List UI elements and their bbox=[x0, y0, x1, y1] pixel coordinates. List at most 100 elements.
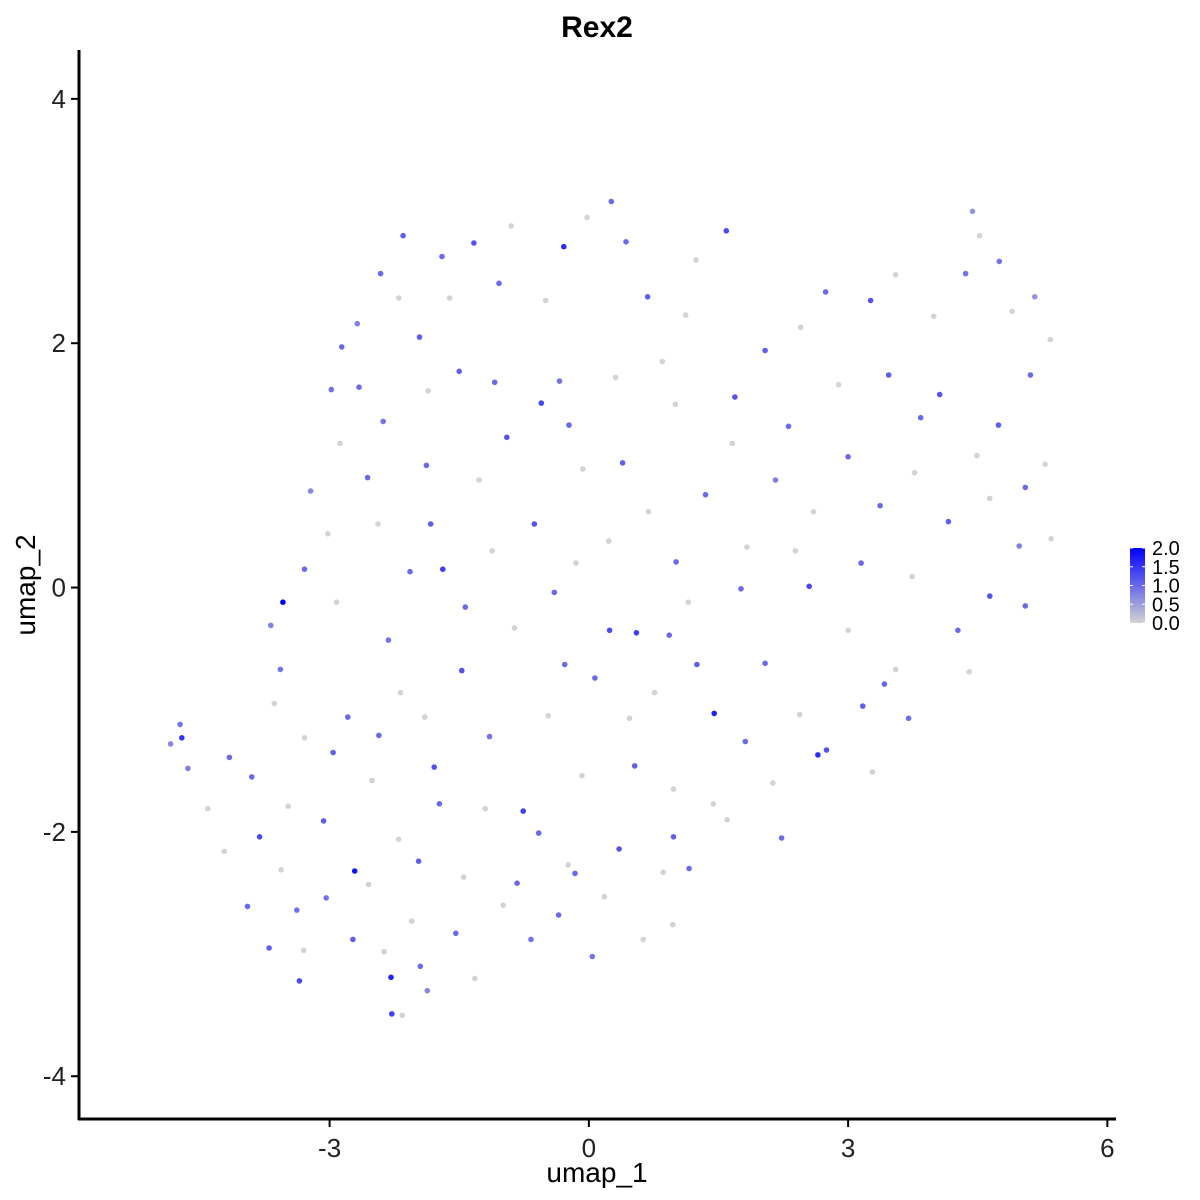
data-point bbox=[427, 521, 434, 527]
data-point bbox=[337, 440, 343, 447]
y-tick-label: 4 bbox=[52, 84, 66, 114]
legend-label: 1.5 bbox=[1152, 557, 1180, 579]
data-point bbox=[592, 675, 598, 681]
data-point bbox=[333, 599, 340, 605]
data-point bbox=[1016, 543, 1022, 549]
data-point bbox=[535, 830, 542, 836]
color-bar bbox=[1130, 548, 1145, 623]
data-point bbox=[446, 295, 453, 301]
data-point bbox=[580, 466, 586, 472]
data-point bbox=[555, 912, 562, 918]
data-point bbox=[375, 521, 381, 527]
data-point bbox=[330, 749, 336, 756]
data-point bbox=[796, 711, 803, 718]
data-point bbox=[823, 747, 830, 753]
data-point bbox=[996, 258, 1003, 265]
data-point bbox=[528, 936, 534, 943]
data-point bbox=[616, 846, 622, 852]
data-point bbox=[905, 715, 912, 722]
data-point bbox=[579, 772, 585, 779]
data-point bbox=[729, 440, 736, 447]
data-point bbox=[389, 1011, 395, 1017]
x-tick-label: 3 bbox=[841, 1133, 855, 1163]
data-point bbox=[892, 666, 899, 673]
data-point bbox=[551, 589, 558, 596]
data-point bbox=[987, 495, 993, 502]
scatter-points bbox=[167, 198, 1054, 1018]
data-point bbox=[440, 566, 446, 572]
data-point bbox=[572, 870, 578, 877]
data-point bbox=[397, 689, 404, 696]
data-point bbox=[431, 764, 438, 770]
data-point bbox=[976, 232, 983, 239]
y-tick-label: 2 bbox=[52, 328, 66, 358]
data-point bbox=[1027, 372, 1034, 378]
data-point bbox=[460, 874, 467, 880]
data-point bbox=[732, 394, 738, 400]
data-point bbox=[612, 374, 619, 381]
data-point bbox=[538, 400, 545, 406]
data-point bbox=[177, 721, 183, 728]
data-point bbox=[491, 379, 498, 386]
data-point bbox=[476, 477, 482, 483]
data-point bbox=[584, 214, 590, 221]
data-point bbox=[974, 452, 980, 459]
data-point bbox=[421, 714, 428, 720]
data-point bbox=[325, 531, 331, 537]
data-point bbox=[1022, 484, 1029, 491]
data-point bbox=[271, 700, 278, 707]
data-point bbox=[945, 518, 952, 525]
data-point bbox=[381, 948, 387, 955]
data-point bbox=[417, 963, 424, 970]
data-point bbox=[369, 777, 375, 784]
data-point bbox=[892, 272, 899, 278]
data-point bbox=[858, 560, 864, 566]
data-point bbox=[711, 710, 717, 717]
data-point bbox=[573, 560, 579, 566]
x-axis-ticks: -3 0 3 6 bbox=[318, 1119, 1115, 1163]
data-point bbox=[244, 903, 251, 910]
data-point bbox=[395, 295, 402, 301]
data-point bbox=[561, 243, 567, 250]
data-point bbox=[966, 669, 972, 675]
data-point bbox=[762, 660, 768, 667]
data-point bbox=[710, 801, 717, 807]
data-point bbox=[845, 627, 851, 634]
data-point bbox=[936, 391, 943, 398]
x-tick-label: -3 bbox=[318, 1133, 341, 1163]
data-point bbox=[514, 880, 520, 886]
data-point bbox=[738, 586, 744, 592]
data-point bbox=[294, 907, 300, 913]
legend-label: 0.5 bbox=[1152, 594, 1180, 616]
data-point bbox=[205, 805, 211, 812]
data-point bbox=[400, 232, 406, 239]
data-point bbox=[742, 738, 749, 745]
data-point bbox=[296, 978, 303, 984]
y-tick-label: 0 bbox=[52, 573, 66, 603]
data-point bbox=[520, 808, 526, 814]
data-point bbox=[459, 667, 465, 674]
data-point bbox=[685, 599, 691, 605]
data-point bbox=[645, 509, 652, 515]
data-point bbox=[179, 735, 185, 741]
data-point bbox=[881, 681, 888, 687]
data-point bbox=[423, 462, 430, 469]
data-point bbox=[531, 521, 538, 527]
data-point bbox=[511, 625, 518, 631]
data-point bbox=[867, 297, 874, 304]
data-point bbox=[762, 347, 768, 354]
data-point bbox=[659, 358, 666, 365]
x-tick-label: 0 bbox=[582, 1133, 596, 1163]
chart-title: Rex2 bbox=[561, 11, 633, 44]
data-point bbox=[601, 893, 608, 900]
data-point bbox=[350, 936, 356, 943]
data-point bbox=[772, 477, 779, 483]
data-point bbox=[955, 627, 961, 634]
data-point bbox=[877, 502, 883, 509]
data-point bbox=[556, 378, 563, 384]
data-point bbox=[724, 816, 730, 823]
data-point bbox=[351, 868, 358, 874]
data-point bbox=[1009, 308, 1016, 315]
data-point bbox=[508, 223, 514, 229]
data-point bbox=[561, 661, 568, 668]
